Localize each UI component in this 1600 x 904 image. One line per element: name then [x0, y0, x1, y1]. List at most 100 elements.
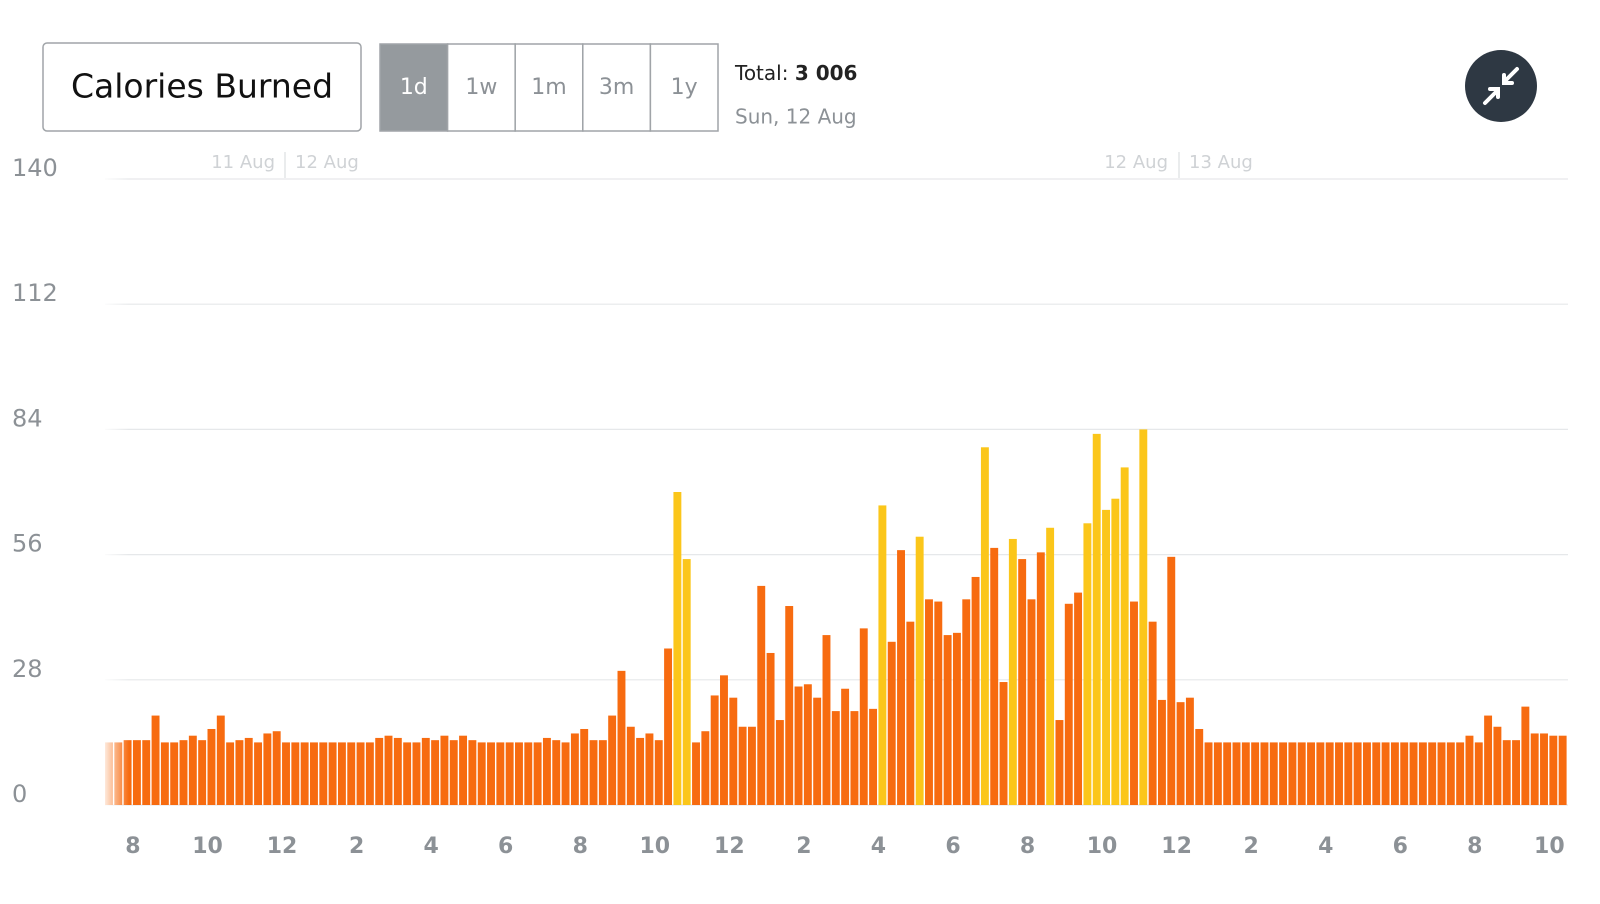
- bar: [1437, 742, 1446, 805]
- bar: [198, 740, 207, 805]
- bar: [1223, 742, 1232, 805]
- bar: [897, 550, 905, 805]
- bar: [747, 726, 756, 805]
- bar: [170, 742, 179, 805]
- bar: [142, 740, 151, 805]
- x-tick-label: 8: [125, 834, 140, 859]
- bar: [1195, 728, 1204, 805]
- bar: [915, 536, 924, 805]
- bar: [347, 742, 356, 805]
- bar: [188, 735, 197, 805]
- bar: [570, 733, 579, 805]
- bar: [766, 652, 775, 805]
- x-tick-label: 10: [192, 834, 223, 859]
- bar: [636, 737, 645, 805]
- bar: [1530, 733, 1539, 805]
- bar: [1241, 742, 1250, 805]
- bar: [589, 740, 598, 805]
- collapse-circle[interactable]: [1465, 50, 1537, 122]
- bar: [160, 742, 169, 805]
- bar: [1428, 742, 1437, 805]
- x-tick-label: 10: [1087, 834, 1118, 859]
- bar: [887, 641, 896, 805]
- bar: [1297, 742, 1306, 805]
- total-value: 3 006: [795, 61, 858, 85]
- bar: [1148, 621, 1157, 805]
- bar: [412, 742, 421, 805]
- bar: [813, 697, 822, 805]
- bar: [1362, 742, 1371, 805]
- bar: [151, 715, 160, 805]
- bar: [533, 742, 542, 805]
- range-tab-label: 1w: [465, 75, 497, 100]
- title-box[interactable]: [42, 42, 362, 132]
- bar: [1465, 735, 1474, 805]
- bar: [710, 695, 719, 805]
- bar: [1521, 706, 1530, 805]
- bar: [254, 742, 263, 805]
- bar: [1381, 742, 1390, 805]
- bar: [421, 737, 430, 805]
- day-label: 13 Aug: [1189, 152, 1253, 173]
- range-tab[interactable]: [582, 43, 652, 132]
- bar: [179, 740, 188, 805]
- x-tick-label: 8: [573, 834, 588, 859]
- bar: [1092, 433, 1101, 805]
- bar: [337, 742, 346, 805]
- bar: [999, 682, 1008, 805]
- bar: [608, 715, 617, 805]
- range-tab[interactable]: [514, 43, 584, 132]
- y-tick-label: 56: [12, 530, 43, 558]
- bar: [692, 742, 700, 805]
- x-tick-label: 12: [267, 834, 298, 859]
- bar: [1251, 742, 1260, 805]
- bar: [1540, 733, 1548, 805]
- bar: [1139, 429, 1148, 805]
- fade: [105, 170, 129, 806]
- bar: [803, 684, 812, 805]
- bar: [869, 708, 878, 805]
- bar: [1288, 742, 1297, 805]
- bar: [785, 606, 794, 805]
- range-tab[interactable]: [446, 43, 516, 132]
- bar: [487, 742, 495, 805]
- range-tab[interactable]: [649, 43, 719, 132]
- range-tab-label: 1m: [531, 75, 566, 100]
- bar: [310, 742, 318, 805]
- bar: [272, 731, 281, 805]
- bar: [673, 492, 682, 805]
- bar: [794, 686, 803, 805]
- bar: [1484, 715, 1493, 805]
- bar: [850, 711, 859, 805]
- bar: [1111, 498, 1120, 805]
- axis: 0 28 56 84 112 140 8 10 12 2 4 6 8 10 12 2 4 6 8 10 12 2 4 6 8 10: [12, 154, 1565, 859]
- bar: [291, 742, 300, 805]
- bar: [654, 740, 663, 805]
- bar: [1157, 699, 1166, 805]
- bar: [962, 599, 971, 805]
- bar: [1325, 742, 1334, 805]
- bar: [859, 628, 868, 805]
- bar: [1036, 552, 1045, 805]
- bar: [1353, 742, 1362, 805]
- bar: [720, 675, 728, 805]
- bar: [925, 599, 933, 805]
- bar: [729, 697, 738, 805]
- bar: [1446, 742, 1455, 805]
- bar: [235, 740, 244, 805]
- y-tick-label: 140: [12, 154, 58, 182]
- bar: [1512, 740, 1521, 805]
- collapse-button[interactable]: [1465, 50, 1537, 122]
- day-label: 12 Aug: [295, 152, 359, 173]
- bar: [822, 635, 831, 805]
- bar: [1055, 720, 1064, 805]
- range-tab[interactable]: [379, 43, 449, 132]
- bar: [626, 726, 635, 805]
- bar: [1372, 742, 1381, 805]
- y-tick-label: 84: [12, 404, 43, 432]
- bar: [356, 742, 365, 805]
- bar: [990, 547, 999, 805]
- bar: [216, 715, 225, 805]
- bar: [1390, 742, 1399, 805]
